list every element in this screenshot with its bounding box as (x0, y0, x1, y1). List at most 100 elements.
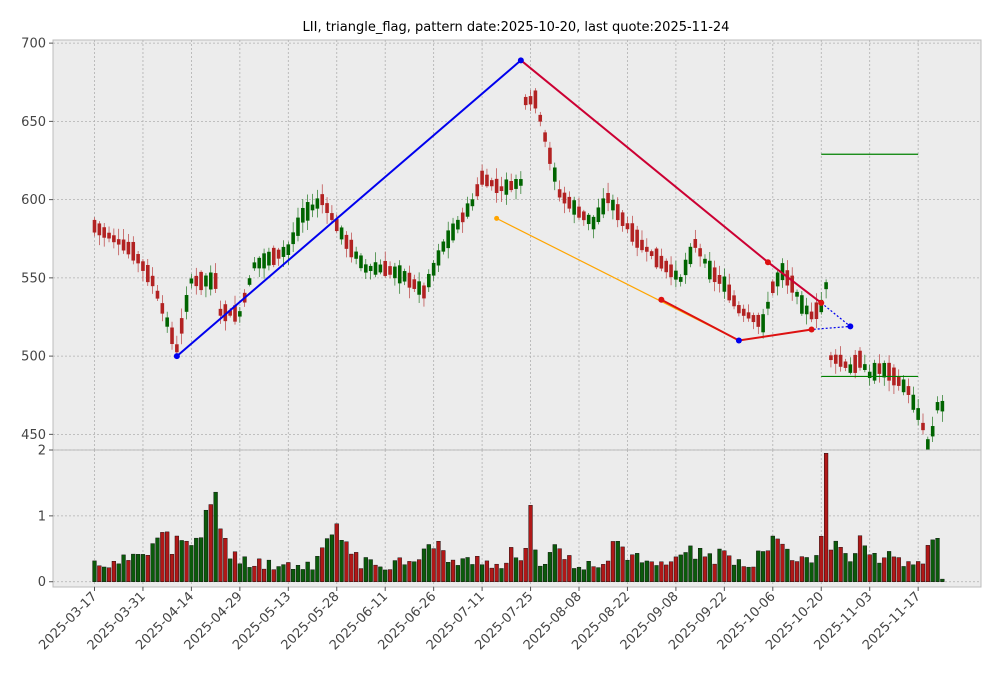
candle-body (756, 314, 761, 327)
volume-bar (412, 561, 417, 582)
volume-bar (174, 535, 179, 582)
candle-body (741, 308, 746, 316)
candle-body (519, 179, 523, 186)
candles (92, 88, 945, 461)
volume-bar (179, 540, 184, 582)
volume-bar (184, 540, 189, 582)
volume-bar (392, 560, 397, 582)
candle-body (514, 179, 518, 189)
candle-body (446, 230, 450, 249)
volume-y-tick-label: 1 (38, 509, 46, 524)
candle-body (640, 239, 644, 251)
volume-bar (581, 569, 586, 582)
candle-body (407, 272, 412, 288)
candle-body (422, 285, 426, 299)
volume-bar (911, 564, 916, 582)
candle-body (131, 241, 136, 261)
volume-bar (339, 540, 344, 582)
volume-bar (552, 544, 557, 582)
candle-body (528, 96, 533, 105)
candle-body (848, 364, 853, 373)
candle-body (344, 234, 349, 249)
candle-body (606, 192, 610, 204)
candle-body (257, 257, 262, 269)
volume-bar (751, 566, 756, 582)
candle-body (247, 278, 252, 285)
volume-bar (809, 562, 814, 582)
candle-body (911, 394, 916, 410)
candle-body (296, 217, 300, 236)
candle-body (252, 262, 257, 269)
volume-bar (252, 565, 257, 582)
candle-body (213, 273, 218, 289)
volume-bar (513, 557, 519, 582)
candle-body (339, 227, 344, 240)
volume-bar (940, 578, 945, 582)
candle-body (906, 386, 911, 395)
volume-bar (848, 561, 853, 582)
volume-bar (484, 560, 490, 582)
volume-bar (160, 532, 165, 582)
price-y-tick-label: 500 (21, 350, 46, 365)
volume-bar (489, 567, 494, 582)
volume-bar (693, 558, 698, 582)
volume-bar (102, 566, 107, 582)
candle-body (809, 311, 814, 320)
volume-bar (213, 491, 218, 582)
candle-body (921, 422, 925, 431)
volume-bar (208, 504, 213, 582)
candle-body (625, 223, 630, 230)
volume-bar (344, 541, 349, 582)
candle-body (126, 241, 131, 255)
volume-bar (644, 560, 649, 582)
volume-bar (814, 555, 819, 582)
candle-body (286, 244, 291, 256)
candle-body (577, 206, 581, 218)
candle-body (402, 271, 407, 282)
volume-bar (228, 558, 233, 582)
candle-body (867, 371, 872, 379)
volume-bar (126, 560, 131, 582)
candle-body (678, 276, 683, 282)
volume-panel: 0 1 2 (38, 444, 982, 590)
volume-bar (194, 537, 199, 582)
volume-bar (431, 548, 436, 582)
candle-body (368, 265, 373, 272)
volume-bar (702, 556, 708, 582)
orange-point (494, 215, 500, 221)
volume-bar (504, 562, 509, 582)
candle-body (795, 291, 799, 297)
volume-bar (794, 561, 800, 582)
blue-point (847, 323, 854, 330)
candle-body (354, 251, 358, 259)
volume-y-tick-label: 0 (38, 575, 46, 590)
price-y-tick-label: 650 (21, 115, 46, 130)
volume-bar (862, 545, 867, 582)
volume-bar (358, 568, 364, 582)
candle-body (460, 212, 465, 223)
candle-body (693, 239, 698, 248)
candle-body (654, 248, 659, 268)
candle-body (732, 295, 736, 307)
candle-body (441, 241, 446, 252)
candle-body (417, 281, 421, 295)
volume-bar (649, 561, 654, 582)
candle-body (301, 207, 305, 223)
candle-body (208, 272, 213, 290)
candle-body (669, 264, 673, 278)
candle-body (184, 295, 189, 312)
volume-bar (136, 554, 141, 582)
volume-bar (155, 537, 160, 582)
candle-body (145, 264, 150, 283)
blue-point (517, 57, 524, 64)
volume-bar (654, 565, 659, 582)
volume-bar (203, 509, 209, 582)
candle-body (334, 218, 339, 232)
price-y-tick-label: 450 (21, 428, 46, 443)
volume-bar (857, 535, 863, 582)
volume-bar (417, 559, 422, 582)
candle-body (896, 376, 901, 386)
volume-bar (746, 566, 751, 582)
volume-y-tick-label: 2 (38, 444, 46, 459)
